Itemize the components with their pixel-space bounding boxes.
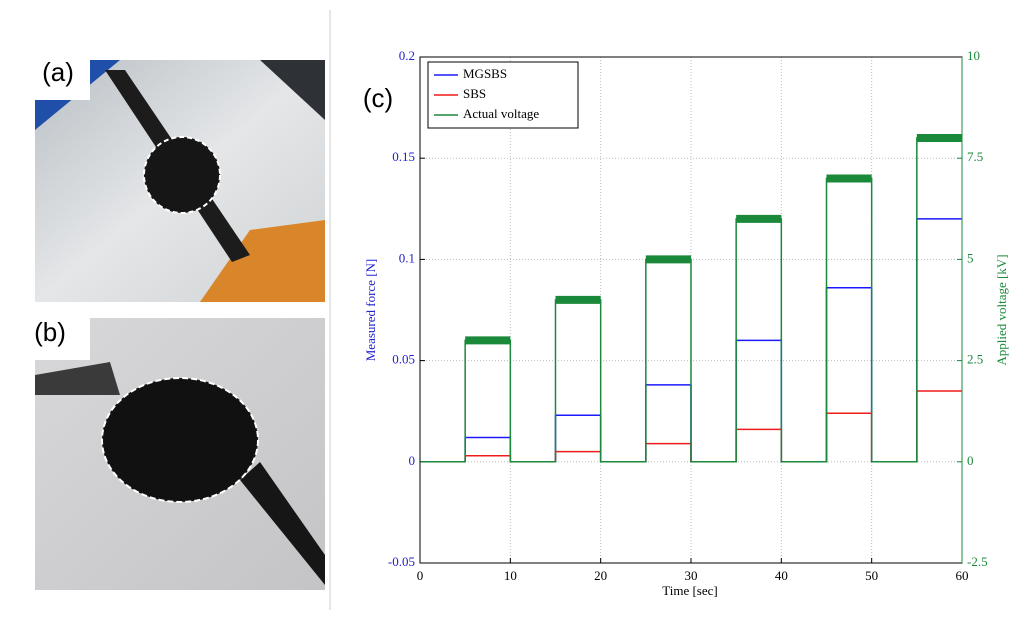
- y-tick-label: 0.05: [392, 352, 415, 367]
- x-tick-label: 30: [685, 568, 698, 583]
- series-line: [420, 137, 962, 463]
- y2-tick-label: 2.5: [967, 352, 983, 367]
- y2-tick-label: 5: [967, 250, 974, 265]
- x-tick-label: 20: [594, 568, 607, 583]
- y2-tick-label: 7.5: [967, 149, 983, 164]
- y-tick-label: 0.15: [392, 149, 415, 164]
- panel-label: (c): [363, 83, 393, 113]
- photo-b: (b): [8, 305, 325, 590]
- panel-label: (b): [34, 317, 66, 347]
- legend-label: Actual voltage: [463, 106, 539, 121]
- y-tick-label: -0.05: [388, 554, 415, 569]
- panel-label: (a): [42, 57, 74, 87]
- y-axis-label: Measured force [N]: [363, 259, 378, 362]
- x-tick-label: 60: [956, 568, 969, 583]
- y-tick-label: 0.2: [399, 48, 415, 63]
- y2-axis-label: Applied voltage [kV]: [994, 254, 1009, 365]
- y2-tick-label: -2.5: [967, 554, 988, 569]
- x-tick-label: 0: [417, 568, 424, 583]
- y-tick-label: 0: [409, 453, 416, 468]
- x-axis-label: Time [sec]: [662, 583, 718, 598]
- y2-tick-label: 10: [967, 48, 980, 63]
- y2-tick-label: 0: [967, 453, 974, 468]
- legend-label: SBS: [463, 86, 486, 101]
- x-tick-label: 40: [775, 568, 788, 583]
- x-tick-label: 10: [504, 568, 517, 583]
- x-tick-label: 50: [865, 568, 878, 583]
- photo-a: (a): [28, 45, 325, 302]
- legend-label: MGSBS: [463, 66, 507, 81]
- y-tick-label: 0.1: [399, 250, 415, 265]
